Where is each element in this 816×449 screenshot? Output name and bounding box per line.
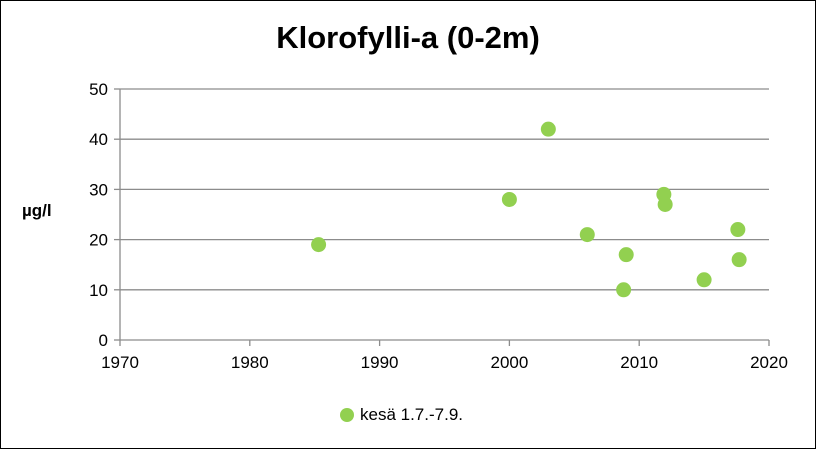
x-tick-label: 2000 [490, 353, 528, 372]
data-point [618, 247, 634, 263]
data-point [730, 222, 746, 238]
data-point [540, 121, 556, 137]
data-point [731, 252, 747, 268]
data-point [696, 272, 712, 288]
x-tick-label: 1970 [101, 353, 139, 372]
x-tick-label: 2020 [750, 353, 788, 372]
legend-marker [340, 408, 354, 422]
data-point [501, 191, 517, 207]
data-point [579, 227, 595, 243]
legend-label: kesä 1.7.-7.9. [360, 405, 464, 424]
x-tick-label: 1990 [361, 353, 399, 372]
data-point [311, 237, 327, 253]
x-tick-label: 1980 [231, 353, 269, 372]
y-tick-label: 10 [89, 281, 108, 300]
y-tick-label: 20 [89, 231, 108, 250]
chart-title: Klorofylli-a (0-2m) [276, 20, 540, 55]
y-tick-label: 0 [99, 331, 108, 350]
x-tick-label: 2010 [620, 353, 658, 372]
y-axis-label: µg/l [22, 201, 52, 220]
data-point [616, 282, 632, 298]
legend: kesä 1.7.-7.9. [340, 405, 463, 425]
y-tick-label: 50 [89, 80, 108, 99]
data-point [657, 196, 673, 212]
y-tick-label: 30 [89, 180, 108, 199]
y-tick-label: 40 [89, 130, 108, 149]
